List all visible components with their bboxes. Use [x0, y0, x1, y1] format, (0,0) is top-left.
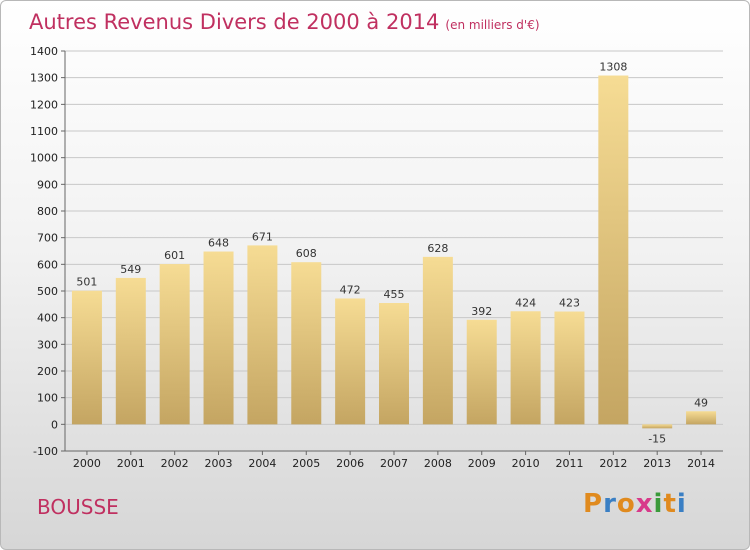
value-label-2001: 549: [120, 263, 141, 276]
value-label-2006: 472: [340, 283, 361, 296]
y-tick-label: 800: [37, 205, 58, 218]
bar-2006: [335, 298, 366, 425]
y-tick-label: 400: [37, 312, 58, 325]
bar-2008: [422, 256, 453, 425]
y-tick-label: 1300: [30, 72, 58, 85]
y-tick-label: 1200: [30, 98, 58, 111]
x-tick-label-2013: 2013: [643, 457, 671, 470]
x-tick-label-2006: 2006: [336, 457, 364, 470]
logo-letter: r: [603, 489, 617, 519]
value-label-2011: 423: [559, 297, 580, 310]
bar-2005: [291, 262, 322, 425]
x-tick-label-2003: 2003: [205, 457, 233, 470]
y-tick-label: 1100: [30, 125, 58, 138]
y-tick-label: 900: [37, 178, 58, 191]
value-labels: 501 549 601 648 671 608 472 455 628 392 424 423 1308…: [76, 61, 708, 446]
axes: -100 0 100 200 300 400 500 600 700 800 900 1000 1100…: [30, 45, 723, 470]
x-tick-label-2014: 2014: [687, 457, 715, 470]
y-tick-label: 700: [37, 232, 58, 245]
y-tick-label: 300: [37, 338, 58, 351]
bars: [71, 75, 717, 429]
y-tick-label: 0: [51, 418, 58, 431]
bar-2004: [247, 245, 278, 425]
logo-letter: i: [676, 489, 687, 519]
value-label-2004: 671: [252, 230, 273, 243]
x-tick-label-2004: 2004: [248, 457, 276, 470]
logo-letter: P: [583, 489, 604, 519]
y-tick-label: -100: [33, 445, 58, 458]
value-label-2005: 608: [296, 247, 317, 260]
logo-letter: i: [653, 489, 664, 519]
chart-title: Autres Revenus Divers de 2000 à 2014 (en …: [29, 10, 540, 34]
value-label-2012: 1308: [599, 61, 627, 74]
y-tick-label: 1400: [30, 45, 58, 58]
logo-letter: x: [635, 489, 654, 519]
value-label-2003: 648: [208, 237, 229, 250]
bar-2007: [379, 303, 409, 425]
logo-letter: t: [663, 489, 677, 519]
y-tick-label: 1000: [30, 152, 58, 165]
bar-2009: [466, 319, 497, 425]
value-label-2014: 49: [694, 396, 708, 409]
x-tick-label-2008: 2008: [424, 457, 452, 470]
bar-2003: [203, 251, 234, 425]
bar-2014: [686, 411, 717, 425]
bar-2002: [159, 264, 190, 425]
x-tick-label-2001: 2001: [117, 457, 145, 470]
x-tick-label-2002: 2002: [161, 457, 189, 470]
value-label-2000: 501: [76, 276, 97, 289]
bar-2001: [115, 277, 146, 425]
bar-2013: [642, 424, 673, 429]
value-label-2013: -15: [648, 432, 666, 445]
bar-2010: [510, 311, 541, 425]
y-tick-label: 500: [37, 285, 58, 298]
y-tick-label: 600: [37, 258, 58, 271]
value-label-2009: 392: [471, 305, 492, 318]
value-label-2008: 628: [427, 242, 448, 255]
bar-2012: [598, 75, 629, 425]
x-tick-label-2009: 2009: [468, 457, 496, 470]
value-label-2010: 424: [515, 296, 536, 309]
chart-title-text: Autres Revenus Divers de 2000 à 2014: [29, 10, 440, 34]
x-tick-label-2011: 2011: [555, 457, 583, 470]
proxiti-logo: Proxiti: [583, 489, 687, 519]
bar-2011: [554, 311, 585, 425]
y-tick-label: 200: [37, 365, 58, 378]
bar-2000: [71, 290, 102, 425]
x-tick-label-2007: 2007: [380, 457, 408, 470]
value-label-2002: 601: [164, 249, 185, 262]
value-label-2007: 455: [384, 288, 405, 301]
x-tick-label-2010: 2010: [512, 457, 540, 470]
x-tick-label-2005: 2005: [292, 457, 320, 470]
x-tick-label-2000: 2000: [73, 457, 101, 470]
chart-unit: (en milliers d'€): [445, 18, 540, 32]
x-tick-label-2012: 2012: [599, 457, 627, 470]
commune-name: BOUSSE: [37, 495, 119, 519]
logo-letter: o: [616, 489, 636, 519]
y-tick-label: 100: [37, 392, 58, 405]
